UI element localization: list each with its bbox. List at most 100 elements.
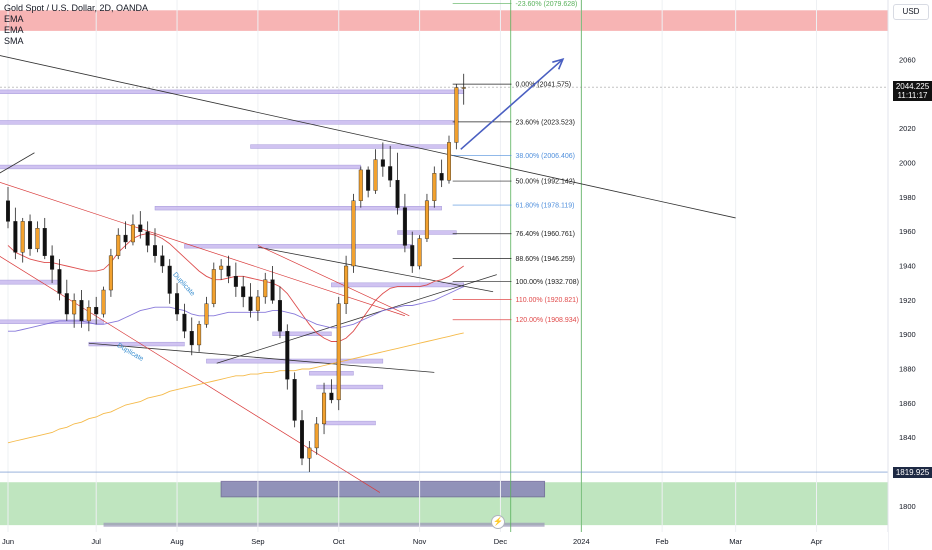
candle-up — [432, 173, 437, 201]
candle-up — [219, 265, 224, 270]
candle-down — [226, 265, 231, 277]
candle-up — [35, 228, 40, 250]
chart-title: Gold Spot / U.S. Dollar, 2D, OANDA — [4, 3, 149, 13]
x-tick-label: Aug — [170, 537, 183, 546]
candle-down — [160, 255, 165, 267]
bottom-demand-zone — [220, 480, 546, 498]
candle-down — [329, 392, 334, 401]
candle-down — [13, 221, 18, 253]
candle-up — [322, 392, 327, 425]
candle-down — [388, 166, 393, 181]
candle-down — [123, 234, 128, 243]
candle-up — [211, 269, 216, 304]
alert-icon[interactable]: ⚡ — [491, 515, 505, 529]
candle-up — [447, 142, 452, 181]
candle-down — [241, 286, 246, 298]
channel-line-upper — [0, 182, 406, 317]
last-price-tag: 2044.225 11:11:17 — [893, 81, 932, 102]
candle-down — [138, 224, 143, 232]
low-price-tag: 1819.925 — [893, 466, 932, 478]
supply-demand-zone — [309, 371, 354, 376]
x-tick-label: Jul — [91, 537, 101, 546]
x-tick-label: Mar — [729, 537, 742, 546]
y-tick-label: 1920 — [899, 296, 916, 305]
supply-demand-zone — [0, 89, 464, 94]
candle-up — [204, 303, 209, 325]
trendline-rising — [216, 274, 497, 364]
trendline-lower — [88, 342, 435, 373]
projection-arrow — [460, 58, 564, 150]
candle-down — [366, 169, 371, 191]
candle-up — [351, 200, 356, 267]
x-tick-label: Sep — [251, 537, 264, 546]
candle-up — [108, 255, 113, 291]
x-tick-label: Feb — [656, 537, 669, 546]
trendline-long-descending — [0, 55, 736, 219]
sma-line — [7, 332, 464, 444]
candle-down — [189, 331, 194, 346]
candle-down — [175, 293, 180, 315]
currency-button[interactable]: USD — [893, 4, 929, 20]
candle-down — [277, 300, 282, 332]
fib-level-label: 38.00% (2006.406) — [515, 153, 575, 160]
projection-arrow-head — [552, 57, 565, 70]
supply-demand-zone — [323, 420, 376, 426]
candle-up — [424, 200, 429, 239]
candle-up — [454, 87, 459, 143]
y-tick-label: 1860 — [899, 399, 916, 408]
time-axis — [0, 532, 888, 550]
candle-down — [248, 296, 253, 311]
y-tick-label: 2060 — [899, 56, 916, 65]
fib-level-label: 23.60% (2023.523) — [515, 119, 575, 126]
candle-up — [417, 238, 422, 267]
candle-up — [197, 324, 202, 346]
y-tick-label: 2020 — [899, 124, 916, 133]
fib-level-label: 76.40% (1960.761) — [515, 231, 575, 238]
candle-down — [439, 173, 444, 181]
x-tick-label: Nov — [413, 537, 427, 546]
supply-demand-zone — [0, 164, 362, 170]
y-tick-label: 2000 — [899, 159, 916, 168]
indicator-ema-1[interactable]: EMA — [4, 14, 24, 24]
annotation-duplicate: Duplicate — [171, 271, 196, 297]
candle-up — [358, 169, 363, 201]
trendline-mid — [257, 246, 494, 293]
indicator-ema-2[interactable]: EMA — [4, 25, 24, 35]
candle-down — [300, 420, 305, 459]
low-price: 1819.925 — [895, 467, 930, 477]
y-tick-label: 1840 — [899, 433, 916, 442]
x-tick-label: Oct — [333, 537, 346, 546]
indicator-sma[interactable]: SMA — [4, 36, 24, 46]
bar-countdown: 11:11:17 — [897, 91, 928, 101]
candle-up — [336, 303, 341, 401]
candle-down — [380, 159, 385, 167]
fib-level-label: 110.00% (1920.821) — [515, 297, 578, 304]
candle-down — [410, 245, 415, 267]
supply-demand-zone — [0, 279, 60, 285]
y-tick-label: 1800 — [899, 502, 916, 511]
candle-up — [263, 279, 268, 298]
candle-up — [86, 306, 91, 322]
candle-down — [167, 265, 172, 294]
x-tick-label: 2024 — [573, 537, 590, 546]
candle-down — [270, 279, 275, 301]
candle-up — [130, 224, 135, 243]
candle-up — [344, 265, 349, 304]
candle-down — [42, 228, 47, 256]
candle-down — [292, 379, 297, 421]
chart-header: Gold Spot / U.S. Dollar, 2D, OANDA EMA E… — [4, 3, 148, 47]
ema-slow-line — [8, 286, 464, 332]
supply-demand-zone — [88, 341, 185, 347]
candle-down — [145, 231, 150, 246]
x-tick-label: Apr — [811, 537, 823, 546]
candle-up — [101, 289, 106, 315]
y-tick-label: 1880 — [899, 364, 916, 373]
supply-demand-zone — [0, 120, 457, 125]
x-tick-label: Jun — [2, 537, 14, 546]
supply-demand-zone — [272, 331, 332, 336]
candle-up — [116, 234, 121, 256]
candle-down — [50, 255, 55, 270]
y-tick-label: 1980 — [899, 193, 916, 202]
